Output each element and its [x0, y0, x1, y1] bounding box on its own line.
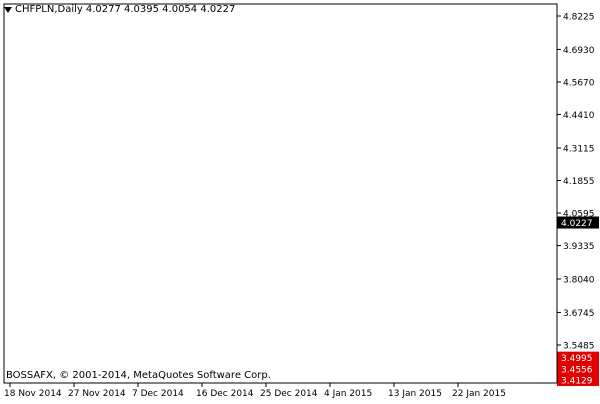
ohlc-values: 4.0277 4.0395 4.0054 4.0227	[85, 4, 236, 15]
y-tick-label: 3.6745	[563, 309, 595, 319]
y-tick-label: 3.5485	[563, 341, 595, 351]
y-tick-label: 4.4410	[563, 111, 595, 121]
price-level-box	[557, 362, 599, 375]
price-level-box	[557, 351, 599, 364]
x-tick-label: 18 Nov 2014	[4, 389, 62, 399]
x-tick-label: 4 Jan 2015	[324, 389, 372, 399]
x-tick-label: 25 Dec 2014	[260, 389, 318, 399]
current-price-box	[557, 216, 599, 229]
symbol-label: CHFPLN,Daily	[15, 4, 83, 15]
y-tick-label: 4.6930	[563, 46, 595, 56]
y-tick-label: 4.1855	[563, 177, 595, 187]
price-level-label: 3.4995	[561, 354, 593, 364]
x-tick-label: 13 Jan 2015	[388, 389, 442, 399]
dropdown-arrow-icon[interactable]	[4, 6, 12, 13]
y-tick-label: 4.0595	[563, 210, 595, 220]
x-tick-label: 7 Dec 2014	[132, 389, 184, 399]
x-tick-label: 27 Nov 2014	[68, 389, 126, 399]
x-tick-label: 16 Dec 2014	[196, 389, 254, 399]
y-tick-label: 4.3115	[563, 144, 595, 154]
price-level-label: 3.4556	[561, 365, 593, 375]
y-tick-label: 3.8040	[563, 276, 595, 286]
plot-frame	[3, 3, 558, 384]
x-tick-label: 22 Jan 2015	[452, 389, 506, 399]
current-price-label: 4.0227	[561, 219, 593, 229]
price-level-box	[557, 374, 599, 386]
y-tick-label: 4.8225	[563, 13, 595, 23]
y-tick-label: 3.9335	[563, 242, 595, 252]
chart-header: CHFPLN,Daily 4.0277 4.0395 4.0054 4.0227	[4, 4, 235, 15]
copyright-text: BOSSAFX, © 2001-2014, MetaQuotes Softwar…	[6, 370, 271, 381]
price-level-label: 3.4129	[561, 377, 593, 387]
y-tick-label: 4.5670	[563, 78, 595, 88]
